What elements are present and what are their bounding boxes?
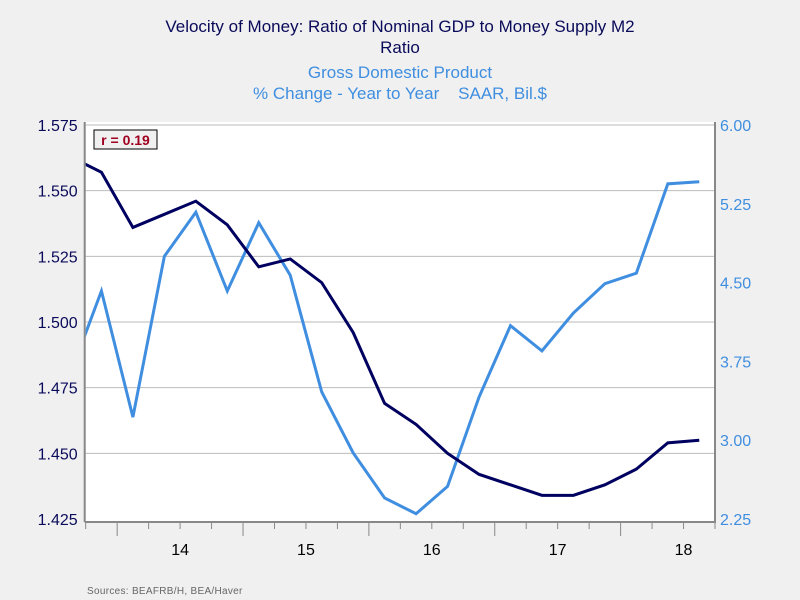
left-tick-label: 1.500	[38, 315, 78, 332]
left-tick-label: 1.525	[38, 249, 78, 266]
right-tick-label: 6.00	[720, 118, 751, 135]
right-tick-label: 4.50	[720, 276, 751, 293]
x-tick-label: 14	[171, 542, 189, 559]
right-axis-unit: % Change - Year to Year SAAR, Bil.$	[253, 84, 547, 103]
x-tick-label: 18	[675, 542, 693, 559]
source-note: Sources: BEAFRB/H, BEA/Haver	[87, 586, 243, 597]
velocity-series-line	[85, 162, 700, 497]
left-tick-label: 1.450	[38, 446, 78, 463]
right-tick-label: 2.25	[720, 512, 751, 529]
right-series-title: Gross Domestic Product	[307, 63, 493, 82]
left-tick-label: 1.575	[38, 118, 78, 135]
left-tick-label: 1.475	[38, 381, 78, 398]
left-tick-label: 1.425	[38, 512, 78, 529]
x-tick-label: 17	[549, 542, 567, 559]
left-tick-label: 1.550	[38, 184, 78, 201]
right-tick-label: 3.75	[720, 354, 751, 371]
x-tick-label: 16	[423, 542, 441, 559]
correlation-annotation: r = 0.19	[101, 132, 150, 148]
left-axis-unit: Ratio	[380, 38, 420, 57]
right-tick-label: 5.25	[720, 197, 751, 214]
annotation-box	[93, 129, 158, 150]
x-tick-label: 15	[297, 542, 315, 559]
right-tick-label: 3.00	[720, 433, 751, 450]
chart-title: Velocity of Money: Ratio of Nominal GDP …	[165, 17, 635, 36]
